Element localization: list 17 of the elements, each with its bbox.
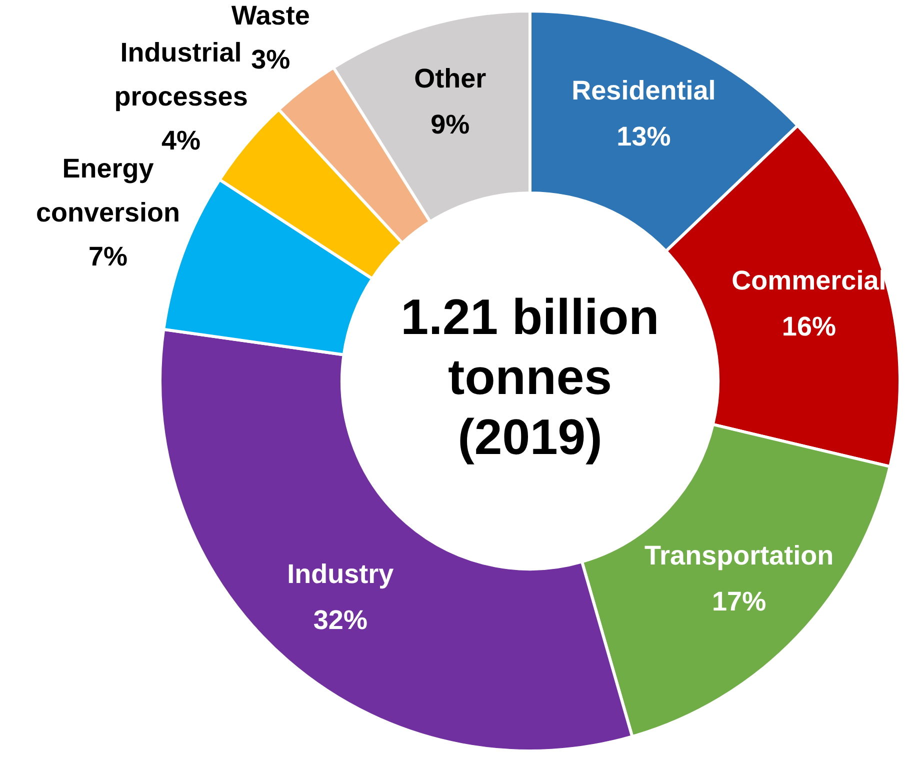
text: 1.21 billion tonnes (2019) (400, 289, 660, 466)
slice-label: Commercial (732, 266, 886, 296)
slice-label: Transportation (644, 540, 834, 571)
data-label: 4% (162, 126, 201, 156)
slice-label: Residential (572, 75, 716, 106)
slice-label: Waste (231, 0, 310, 30)
slice-label: Industrial processes (114, 38, 248, 112)
data-label: 17% (712, 586, 766, 617)
slice-label: Other (414, 63, 487, 94)
data-label: 13% (616, 121, 671, 152)
data-label: 3% (251, 44, 290, 74)
data-label: 9% (430, 109, 470, 140)
slice-label: Industry (287, 559, 394, 590)
slice-label: Energy conversion (36, 154, 180, 228)
data-label: 7% (88, 242, 128, 272)
data-label: 16% (782, 312, 836, 342)
data-label: 32% (313, 605, 368, 636)
